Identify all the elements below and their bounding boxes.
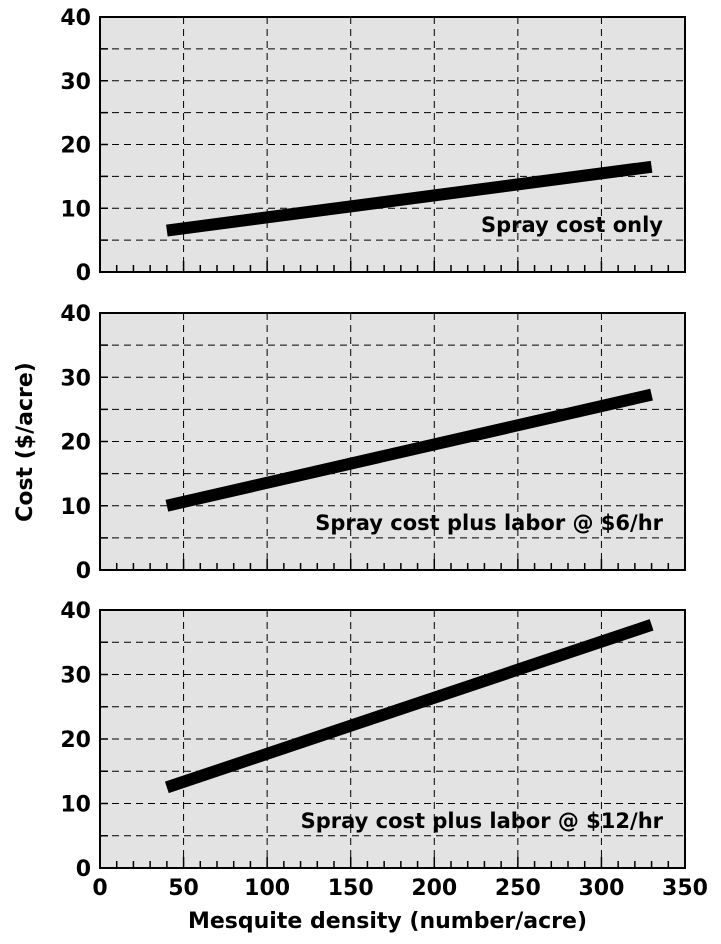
x-tick-label: 250 [495, 876, 541, 901]
y-axis-title: Cost ($/acre) [13, 362, 38, 522]
y-tick-label: 0 [76, 857, 91, 882]
series-annotation: Spray cost plus labor @ $6/hr [315, 511, 663, 535]
plot-frame [99, 16, 686, 273]
y-tick-label: 10 [60, 793, 91, 818]
y-tick-label: 20 [60, 431, 91, 456]
x-tick-label: 50 [168, 876, 199, 901]
y-tick-label: 10 [60, 495, 91, 520]
y-tick-label: 10 [60, 197, 91, 222]
plot-frame [99, 609, 686, 869]
x-tick-label: 200 [411, 876, 457, 901]
y-tick-label: 30 [60, 664, 91, 689]
series-annotation: Spray cost only [481, 213, 663, 237]
y-tick-label: 0 [76, 261, 91, 286]
y-tick-label: 0 [76, 559, 91, 584]
y-tick-label: 40 [60, 6, 91, 31]
y-tick-label: 40 [60, 302, 91, 327]
x-tick-label: 150 [328, 876, 374, 901]
series-line [164, 619, 654, 794]
x-tick-label: 300 [578, 876, 624, 901]
x-tick-label: 100 [244, 876, 290, 901]
y-tick-label: 20 [60, 134, 91, 159]
x-tick-label: 350 [662, 876, 708, 901]
series-line [166, 160, 653, 237]
y-tick-label: 30 [60, 70, 91, 95]
y-tick-label: 30 [60, 366, 91, 391]
x-tick-label: 0 [92, 876, 107, 901]
x-axis-title: Mesquite density (number/acre) [188, 909, 587, 934]
series-annotation: Spray cost plus labor @ $12/hr [301, 809, 664, 833]
plot-frame [99, 312, 686, 571]
series-line [165, 388, 653, 512]
y-tick-label: 20 [60, 728, 91, 753]
y-tick-label: 40 [60, 599, 91, 624]
